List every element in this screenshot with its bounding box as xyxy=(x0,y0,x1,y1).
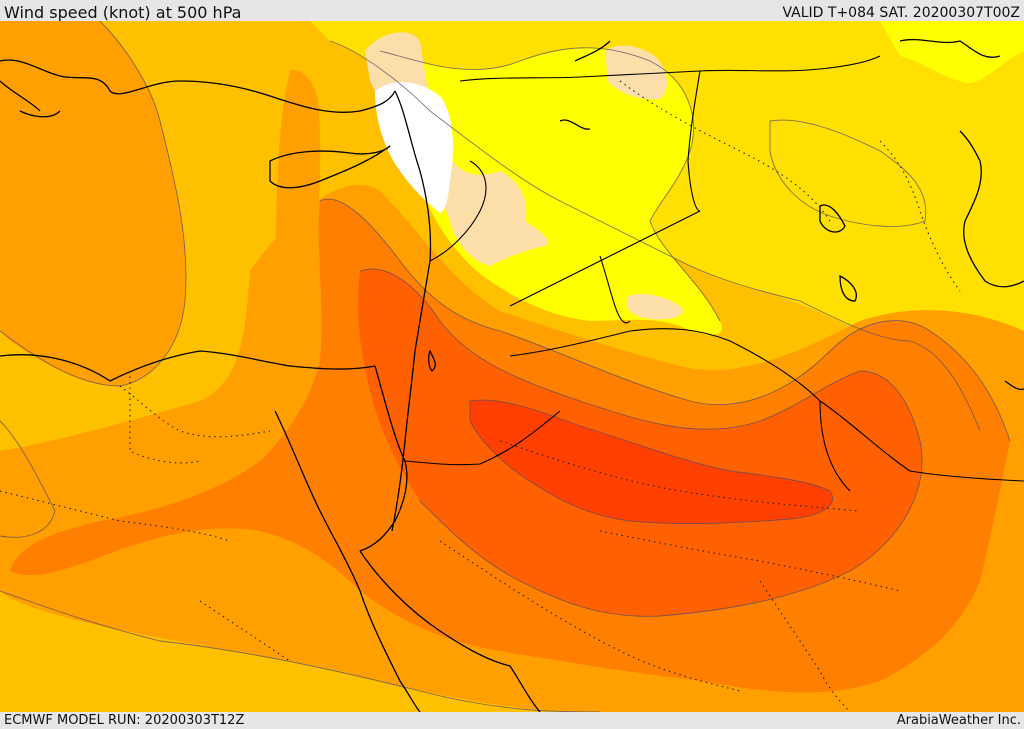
coastlines xyxy=(0,38,1024,712)
field-band-light-peach-3 xyxy=(626,294,683,320)
field-band-yellow-ne xyxy=(880,21,1024,81)
field-band-orange-red xyxy=(358,269,922,617)
dotted-boundaries xyxy=(0,80,961,712)
header-bar: Wind speed (knot) at 500 hPa VALID T+084… xyxy=(0,0,1024,22)
field-band-red-orange xyxy=(470,400,833,524)
model-run-label: ECMWF MODEL RUN: 20200303T12Z xyxy=(4,713,245,728)
field-band-light-peach-2 xyxy=(605,45,667,100)
political-borders xyxy=(404,55,1024,492)
wind-speed-map xyxy=(0,21,1024,712)
map-title: Wind speed (knot) at 500 hPa xyxy=(4,3,242,22)
isotach-contours xyxy=(0,21,1011,712)
credit-label: ArabiaWeather Inc. xyxy=(896,713,1021,728)
valid-time-label: VALID T+084 SAT. 20200307T00Z xyxy=(782,5,1020,21)
wind-speed-map-canvas xyxy=(0,21,1024,712)
footer-bar: ECMWF MODEL RUN: 20200303T12Z ArabiaWeat… xyxy=(0,712,1024,729)
field-band-orange-west xyxy=(0,21,186,386)
field-band-white xyxy=(375,81,453,213)
